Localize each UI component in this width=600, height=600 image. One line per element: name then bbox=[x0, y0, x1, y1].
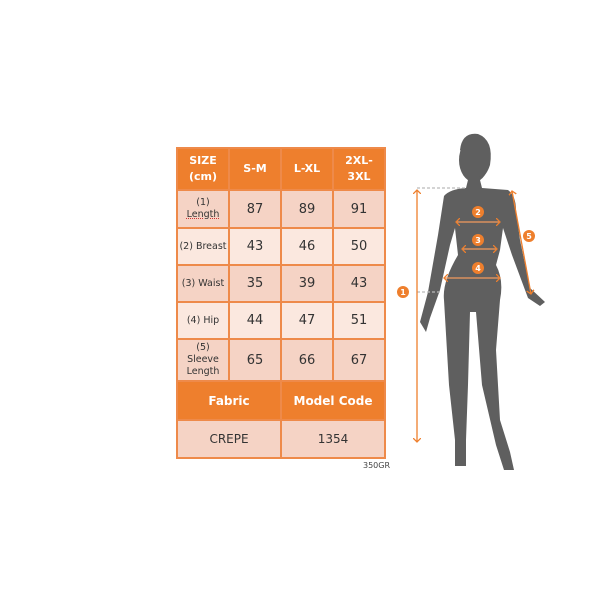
silhouette bbox=[420, 133, 545, 470]
header-size: SIZE (cm) bbox=[176, 147, 230, 191]
header-s-m: S-M bbox=[228, 147, 282, 191]
table-row: (1) Length 87 89 91 bbox=[176, 189, 386, 229]
marker-2-label: 2 bbox=[475, 208, 481, 217]
row-label: (2) Breast bbox=[176, 227, 230, 266]
cell: 89 bbox=[280, 189, 334, 229]
table-row: (4) Hip 44 47 51 bbox=[176, 301, 386, 340]
row-number: (1) bbox=[196, 197, 210, 208]
header-row: SIZE (cm) S-M L-XL 2XL-3XL bbox=[176, 147, 386, 191]
marker-5 bbox=[523, 230, 535, 242]
marker-1-label: 1 bbox=[400, 288, 406, 297]
row-label-text: Sleeve Length bbox=[186, 354, 220, 377]
cell: 87 bbox=[228, 189, 282, 229]
row-label-text: Length bbox=[186, 209, 220, 220]
header-l-xl: L-XL bbox=[280, 147, 334, 191]
cell: 46 bbox=[280, 227, 334, 266]
cell: 66 bbox=[280, 338, 334, 382]
cell: 50 bbox=[332, 227, 386, 266]
marker-3-label: 3 bbox=[475, 236, 481, 245]
cell: 39 bbox=[280, 264, 334, 303]
table-row: (3) Waist 35 39 43 bbox=[176, 264, 386, 303]
row-label: (5) Sleeve Length bbox=[176, 338, 230, 382]
cell: 47 bbox=[280, 301, 334, 340]
row-number: (5) bbox=[196, 342, 210, 353]
marker-3 bbox=[472, 234, 484, 246]
weight-label: 350GR bbox=[363, 461, 391, 470]
cell: 35 bbox=[228, 264, 282, 303]
marker-1 bbox=[397, 286, 409, 298]
cell: 91 bbox=[332, 189, 386, 229]
model-code-label: Model Code bbox=[280, 380, 386, 421]
hair bbox=[460, 133, 491, 177]
cell: 67 bbox=[332, 338, 386, 382]
header-2xl-3xl: 2XL-3XL bbox=[332, 147, 386, 191]
row-label: (3) Waist bbox=[176, 264, 230, 303]
marker-4 bbox=[472, 262, 484, 274]
fabric-value-row: CREPE 1354 bbox=[176, 419, 386, 459]
model-code-value: 1354 bbox=[280, 419, 386, 459]
markers: 1 2 3 4 5 bbox=[397, 206, 535, 298]
body bbox=[420, 180, 545, 470]
table-row: (2) Breast 43 46 50 bbox=[176, 227, 386, 266]
cell: 65 bbox=[228, 338, 282, 382]
measurement-lines bbox=[417, 187, 531, 442]
fabric-value: CREPE bbox=[176, 419, 282, 459]
marker-5-label: 5 bbox=[526, 232, 532, 241]
marker-4-label: 4 bbox=[475, 264, 481, 273]
cell: 51 bbox=[332, 301, 386, 340]
fabric-header-row: Fabric Model Code bbox=[176, 380, 386, 421]
table-row: (5) Sleeve Length 65 66 67 bbox=[176, 338, 386, 382]
fabric-label: Fabric bbox=[176, 380, 282, 421]
size-chart-table: SIZE (cm) S-M L-XL 2XL-3XL (1) Length 87 … bbox=[176, 147, 386, 459]
cell: 44 bbox=[228, 301, 282, 340]
marker-2 bbox=[472, 206, 484, 218]
cell: 43 bbox=[228, 227, 282, 266]
row-label: (1) Length bbox=[176, 189, 230, 229]
cell: 43 bbox=[332, 264, 386, 303]
row-label: (4) Hip bbox=[176, 301, 230, 340]
sleeve-arrow bbox=[512, 191, 531, 294]
